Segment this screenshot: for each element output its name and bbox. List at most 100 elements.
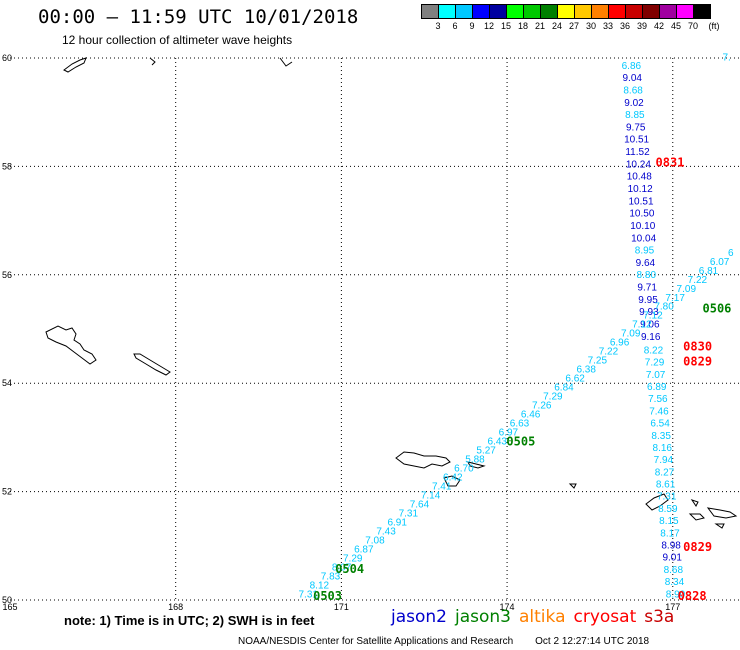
wave-height-label: 8.27 xyxy=(655,467,675,478)
footer-note: note: 1) Time is in UTC; 2) SWH is in fe… xyxy=(64,613,315,628)
wave-height-label: 10.04 xyxy=(631,233,656,244)
pass-time-label: 0829 xyxy=(683,540,712,554)
wave-height-label: 8.68 xyxy=(623,85,643,96)
color-scale-label: 9 xyxy=(469,21,475,31)
wave-height-label: 6.87 xyxy=(354,544,374,555)
wave-height-label: 7.14 xyxy=(421,490,441,501)
wave-height-label: 9.64 xyxy=(636,258,656,269)
wave-height-label: 7.09 xyxy=(677,284,697,295)
wave-height-label: 10.50 xyxy=(629,209,654,220)
wave-height-label: 7.31 xyxy=(299,589,319,600)
wave-height-label: 7.22 xyxy=(599,347,619,358)
coastline-attu-island xyxy=(395,451,451,469)
wave-height-label: 7.09 xyxy=(621,329,641,340)
coastline-segula xyxy=(690,499,699,507)
latitude-tick-label: 52 xyxy=(2,487,12,497)
wave-height-label: 6.62 xyxy=(565,374,585,385)
wave-height-label: 8.98 xyxy=(661,541,681,552)
coastline-medny-island xyxy=(133,353,171,376)
wave-height-label: 6.07 xyxy=(710,257,730,268)
wave-height-label: 7.43 xyxy=(376,526,396,537)
color-scale-label: 42 xyxy=(653,21,665,31)
color-scale-label: 30 xyxy=(585,21,597,31)
wave-height-label: 7.12 xyxy=(632,320,652,331)
color-scale-label: 15 xyxy=(500,21,512,31)
wave-height-label: 7.80 xyxy=(654,302,674,313)
coastline-small-top xyxy=(149,57,156,66)
color-scale-label: 27 xyxy=(568,21,580,31)
longitude-tick-label: 174 xyxy=(500,602,515,612)
coastline xyxy=(45,57,738,529)
satellite-legend-cryosat: cryosat xyxy=(573,607,637,627)
wave-height-label: 8.16 xyxy=(653,443,673,454)
color-scale-label: 21 xyxy=(534,21,546,31)
wave-height-label: 7. xyxy=(722,53,730,64)
coastline-amchitka-1 xyxy=(688,513,705,521)
wave-height-label: 8.34 xyxy=(665,577,685,588)
wave-height-label: 8.85 xyxy=(625,110,645,121)
wave-height-label: 6.46 xyxy=(521,410,541,421)
wave-height-label: 7.31 xyxy=(657,492,677,503)
page-title: 00:00 – 11:59 UTC 10/01/2018 xyxy=(38,6,359,28)
color-scale-labels: 3 6 9 12 15 18 21 24 27 30 33 36 39 42 45 70 (ft) xyxy=(421,19,740,31)
latitude-tick-label: 58 xyxy=(2,161,12,171)
wave-height-label: 9.71 xyxy=(637,283,657,294)
wave-height-label: 9.06 xyxy=(640,320,660,331)
color-scale-label: 70 xyxy=(687,21,699,31)
wave-height-label: 7.29 xyxy=(543,392,563,403)
satellite-legend-jason2: jason2 xyxy=(391,607,447,627)
wave-height-label: 8.90 xyxy=(666,589,686,600)
wave-height-label: 7.56 xyxy=(648,394,668,405)
wave-height-label: 7.31 xyxy=(399,508,419,519)
wave-height-label: 10.51 xyxy=(624,135,649,146)
wave-height-label: 6.84 xyxy=(554,383,574,394)
wave-height-label: 6.89 xyxy=(647,382,667,393)
wave-height-label: 9.04 xyxy=(622,73,642,84)
wave-height-label: 9.95 xyxy=(638,295,658,306)
color-scale-label: 39 xyxy=(636,21,648,31)
wave-height-label: 6.70 xyxy=(454,463,474,474)
wave-height-label: 10.24 xyxy=(626,159,651,170)
satellite-legend: jason2 jason3 altika cryosat s3a xyxy=(391,607,682,627)
pass-time-label: 0829 xyxy=(683,354,712,368)
wave-height-label: 8.95 xyxy=(635,246,655,257)
wave-height-label: 9.93 xyxy=(639,307,659,318)
latitude-tick-label: 50 xyxy=(2,595,12,605)
map-grid: 165 168 171 174 177 60 58 56 54 52 50 xyxy=(2,53,740,612)
coastline-kamchatka xyxy=(63,57,87,73)
wave-height-label: 8.07 xyxy=(332,562,352,573)
color-scale-label: 18 xyxy=(517,21,529,31)
latitude-tick-label: 56 xyxy=(2,270,12,280)
wave-height-label: 7.64 xyxy=(410,499,430,510)
pass-time-label: 0831 xyxy=(656,155,685,169)
color-scale-unit: (ft) xyxy=(708,21,720,31)
latitude-tick-label: 54 xyxy=(2,378,12,388)
wave-height-label: 10.12 xyxy=(628,184,653,195)
pass-time-label: 0506 xyxy=(703,302,732,316)
wave-height-label: 6.38 xyxy=(576,365,596,376)
wave-height-label: 9.75 xyxy=(626,122,646,133)
pass-time-label: 0505 xyxy=(506,435,535,449)
wave-height-label: 8.15 xyxy=(659,516,679,527)
wave-height-label: 9.02 xyxy=(624,98,644,109)
coastline-top-mid xyxy=(279,57,293,67)
credit-timestamp: Oct 2 12:27:14 UTC 2018 xyxy=(535,636,650,647)
wave-height-label: 7.94 xyxy=(654,455,674,466)
wave-height-label: 10.48 xyxy=(627,172,652,183)
longitude-tick-label: 177 xyxy=(665,602,680,612)
wave-height-label: 6.81 xyxy=(699,266,719,277)
wave-height-label: 5.27 xyxy=(476,446,496,457)
wave-height-label: 8.80 xyxy=(637,270,657,281)
wave-height-label: 7.12 xyxy=(643,311,663,322)
wave-height-label: 7.83 xyxy=(321,571,341,582)
wave-height-label: 7.08 xyxy=(365,535,385,546)
wave-height-label: 6.86 xyxy=(622,61,642,72)
wave-height-label: 8.68 xyxy=(664,565,684,576)
color-scale-label: 36 xyxy=(619,21,631,31)
wave-height-label: 10.51 xyxy=(628,196,653,207)
wave-height-label: 8.59 xyxy=(658,504,678,515)
wave-height-label: 6.97 xyxy=(499,428,519,439)
color-scale-label: 3 xyxy=(435,21,441,31)
wave-height-label: 8.17 xyxy=(660,528,680,539)
